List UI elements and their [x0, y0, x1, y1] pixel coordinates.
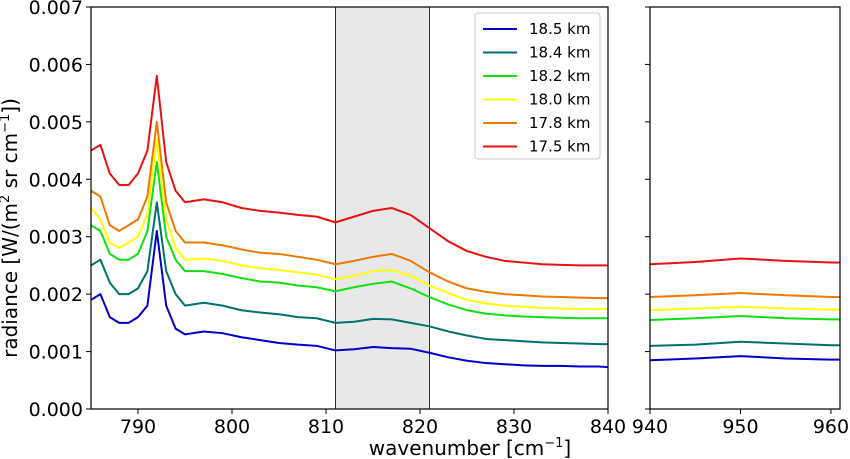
- x-axis-title-sup: −1: [544, 436, 563, 451]
- x-tick-label: 960: [813, 416, 849, 438]
- x-tick-label: 950: [722, 416, 758, 438]
- y-axis-title-part1: radiance [W/(m: [0, 203, 22, 358]
- legend: 18.5 km 18.4 km 18.2 km 18.0 km 17.8 km 17.5 …: [474, 12, 601, 160]
- plot-frame-panel-1: [90, 6, 609, 410]
- x-tick-label: 840: [590, 416, 626, 438]
- y-axis-title-part3: ]): [0, 98, 22, 114]
- y-axis-title-part2: sr cm: [0, 133, 22, 195]
- x-axis-title: wavenumber [cm−1]: [369, 436, 571, 459]
- y-tick-label: 0.007: [29, 0, 83, 19]
- x-tick-label: 800: [214, 416, 250, 438]
- legend-label-5: 17.8 km: [529, 114, 590, 132]
- x-axis-title-part2: ]: [563, 436, 571, 459]
- x-tick-label: 830: [496, 416, 532, 438]
- series-line-3-panel-1: [91, 161, 608, 320]
- y-tick-label: 0.003: [29, 227, 83, 249]
- x-tick-label: 810: [308, 416, 344, 438]
- y-axis-title-sup2: −1: [0, 114, 13, 133]
- series-line-2-panel-2: [650, 340, 840, 347]
- x-tick-label: 940: [632, 416, 668, 438]
- y-tick-label: 0.006: [29, 54, 83, 76]
- y-tick-label: 0.004: [29, 169, 83, 191]
- series-line-1-panel-2: [650, 355, 840, 362]
- x-axis-title-part1: wavenumber [cm: [369, 436, 544, 459]
- series-line-5-panel-1: [91, 120, 608, 300]
- y-tick-label: 0.002: [29, 284, 83, 306]
- legend-label-4: 18.0 km: [529, 91, 590, 109]
- legend-label-3: 18.2 km: [529, 67, 590, 85]
- y-axis-title: radiance [W/(m2 sr cm−1]): [0, 98, 22, 358]
- y-axis-title-sup1: 2: [0, 195, 13, 203]
- series-line-4-panel-1: [91, 138, 608, 311]
- right-panel: 940 950 960: [632, 6, 849, 438]
- series-line-6-panel-2: [650, 257, 840, 266]
- shaded-region: [335, 7, 430, 409]
- left-panel: 0.000 0.001 0.002 0.003 0.004 0.005 0.006 0.007…: [29, 0, 627, 438]
- y-tick-label: 0.000: [29, 399, 83, 421]
- series-line-4-panel-2: [650, 305, 840, 312]
- legend-label-1: 18.5 km: [529, 20, 590, 38]
- x-tick-label: 790: [120, 416, 156, 438]
- legend-label-6: 17.5 km: [529, 138, 590, 156]
- series-line-3-panel-2: [650, 314, 840, 321]
- series-line-6-panel-1: [91, 74, 608, 267]
- legend-label-2: 18.4 km: [529, 44, 590, 62]
- series-line-2-panel-1: [91, 201, 608, 346]
- plot-frame-panel-2: [649, 6, 841, 410]
- y-tick-label: 0.001: [29, 342, 83, 364]
- series-line-1-panel-1: [91, 229, 608, 369]
- y-tick-label: 0.005: [29, 112, 83, 134]
- series-line-5-panel-2: [650, 291, 840, 299]
- x-tick-label: 820: [402, 416, 438, 438]
